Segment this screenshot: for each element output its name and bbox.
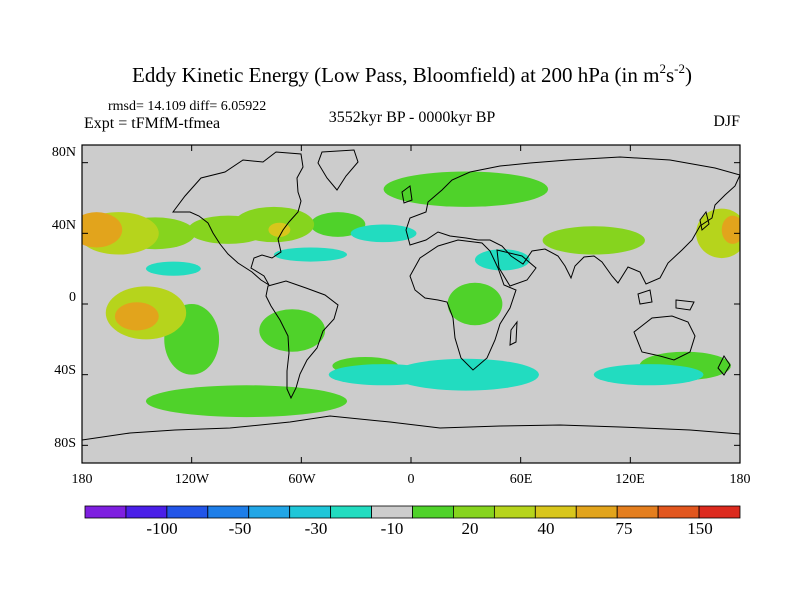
colorbar-swatch <box>248 505 291 519</box>
colorbar-label: -100 <box>146 519 177 538</box>
colorbar-swatch <box>166 505 209 519</box>
colorbar-label: 75 <box>616 519 633 538</box>
stats-label: rmsd= 14.109 diff= 6.05922 <box>108 99 266 114</box>
new-guinea-coastline <box>675 299 695 311</box>
anomaly-region <box>310 212 366 237</box>
south-america-coastline <box>265 280 339 400</box>
colorbar-swatch <box>493 505 536 519</box>
colorbar-labels: -100 -50 -30 -10 20 40 75 150 <box>146 519 712 538</box>
coastlines <box>82 149 740 441</box>
y-tick-label: 40N <box>52 218 76 233</box>
anomaly-region <box>273 247 348 262</box>
japan-coastline <box>699 210 710 231</box>
y-tick-label: 80S <box>54 436 76 451</box>
colorbar-swatch <box>84 505 127 519</box>
anomaly-region <box>82 212 123 248</box>
colorbar-swatch <box>453 505 495 519</box>
y-tick-label: 40S <box>54 363 76 378</box>
colorbar-swatch <box>125 505 168 519</box>
anomaly-region <box>392 358 539 391</box>
anomaly-region <box>145 261 201 276</box>
anomaly-region <box>350 224 417 243</box>
colorbar-label: 40 <box>538 519 555 538</box>
colorbar-label: 150 <box>687 519 713 538</box>
anomaly-region <box>721 215 740 244</box>
y-tick-label: 80N <box>52 145 76 160</box>
experiment-label: Expt = tFMfM-tfmea <box>84 115 220 132</box>
colorbar-swatch <box>575 505 618 519</box>
north-america-coastline <box>172 151 304 286</box>
colorbar-swatch <box>657 505 700 519</box>
colorbar-swatch <box>289 505 332 519</box>
eurasia-coastline <box>405 156 740 285</box>
x-tick-label: 180 <box>72 472 93 487</box>
colorbar-label: -50 <box>229 519 252 538</box>
madagascar-coastline <box>509 320 518 346</box>
anomaly-field <box>82 171 740 418</box>
x-tick-label: 120W <box>175 472 210 487</box>
anomaly-region <box>114 302 159 331</box>
anomaly-region <box>474 249 530 271</box>
anomaly-region <box>259 309 326 352</box>
anomaly-region <box>145 385 348 418</box>
x-tick-label: 0 <box>408 472 415 487</box>
colorbar-swatch <box>207 505 250 519</box>
new-zealand-coastline <box>717 355 731 376</box>
x-axis-labels: 180 120W 60W 0 60E 120E 180 <box>72 472 751 487</box>
anomaly-region <box>542 226 645 255</box>
colorbar-label: 20 <box>462 519 479 538</box>
x-tick-label: 120E <box>615 472 645 487</box>
arabia-coastline <box>496 249 537 287</box>
antarctica-coastline <box>82 415 740 441</box>
colorbar-swatch <box>698 505 741 519</box>
africa-coastline <box>409 239 517 371</box>
colorbar-swatch <box>534 505 577 519</box>
period-label: 3552kyr BP - 0000kyr BP <box>329 109 496 126</box>
axis-ticks <box>81 145 741 463</box>
colorbar-label: -30 <box>305 519 328 538</box>
greenland-coastline <box>317 149 359 191</box>
british-isles-coastline <box>401 185 413 204</box>
colorbar-label: -10 <box>381 519 404 538</box>
australia-coastline <box>633 315 696 361</box>
borneo-coastline <box>637 289 653 305</box>
anomaly-region <box>383 171 549 207</box>
colorbar <box>84 505 741 519</box>
y-tick-label: 0 <box>69 290 76 305</box>
colorbar-swatch <box>616 505 659 519</box>
x-tick-label: 180 <box>730 472 751 487</box>
map-panel <box>81 144 741 464</box>
anomaly-region <box>593 364 704 386</box>
season-label: DJF <box>713 113 740 130</box>
colorbar-swatch <box>412 505 454 519</box>
x-tick-label: 60E <box>510 472 533 487</box>
colorbar-swatch <box>330 505 372 519</box>
anomaly-region <box>447 282 503 326</box>
x-tick-label: 60W <box>288 472 316 487</box>
colorbar-swatch <box>371 505 413 519</box>
y-axis-labels: 80N 40N 0 40S 80S <box>52 145 76 451</box>
anomaly-region <box>268 222 291 237</box>
chart-title: Eddy Kinetic Energy (Low Pass, Bloomfiel… <box>132 61 692 87</box>
